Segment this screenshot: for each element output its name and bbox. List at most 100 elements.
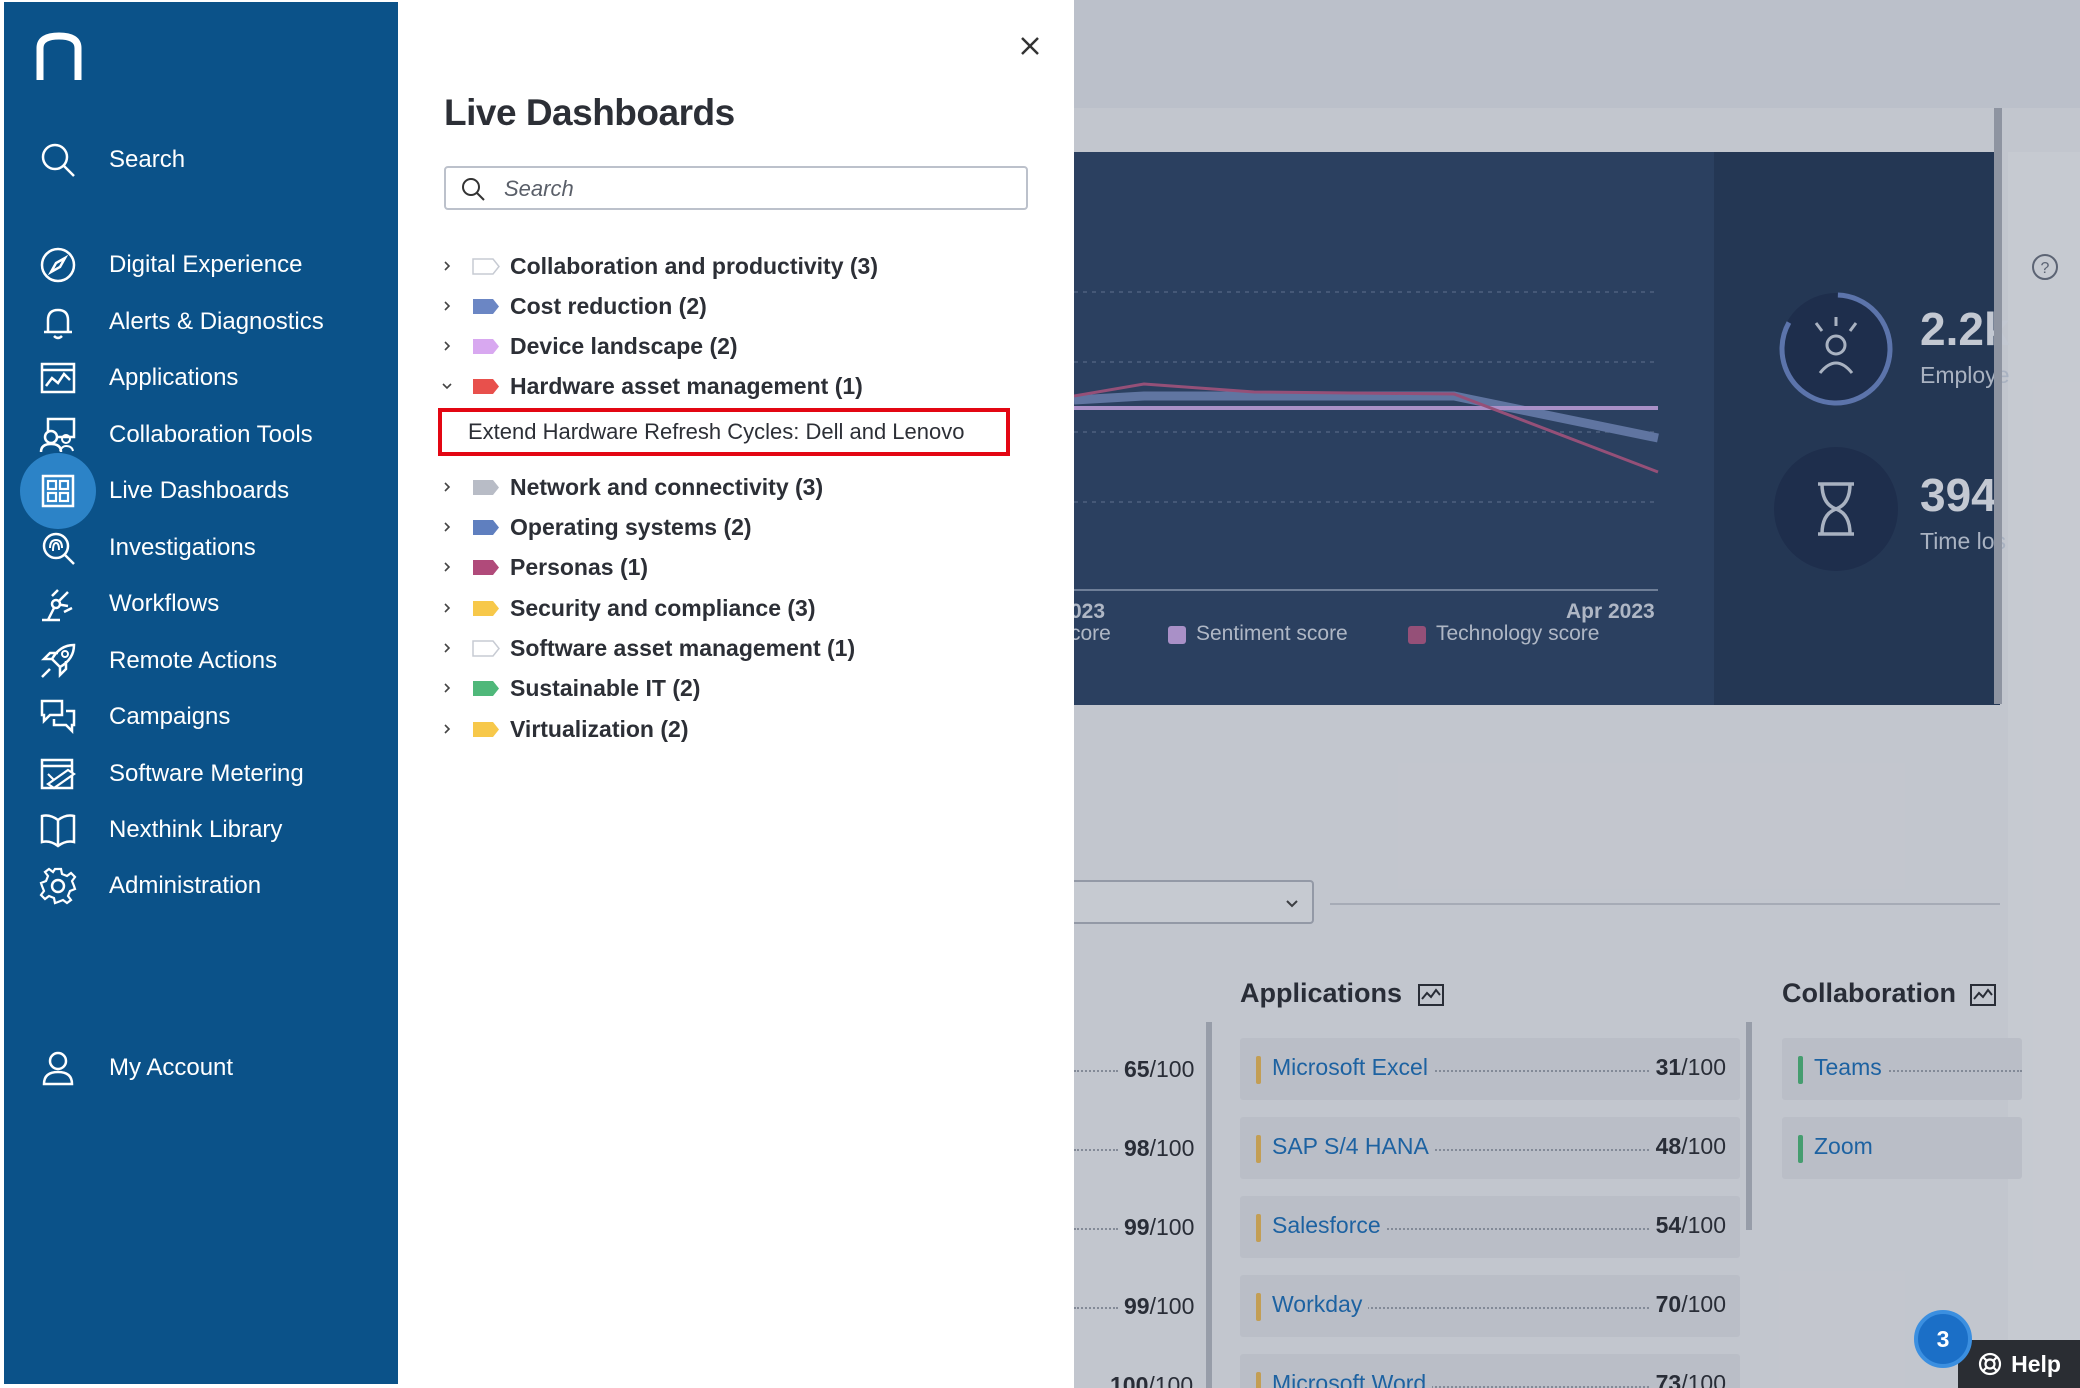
gear-icon xyxy=(35,863,81,909)
period-select[interactable] xyxy=(1074,880,1314,924)
sidebar-item-live-dashboards[interactable]: Live Dashboards xyxy=(4,453,398,529)
chevron-right-icon[interactable] xyxy=(436,597,458,619)
score-bar xyxy=(1256,1293,1261,1321)
category-operating-systems[interactable]: Operating systems (2) xyxy=(436,507,752,547)
sidebar-item-label: Campaigns xyxy=(109,703,231,730)
category-sustainable-it[interactable]: Sustainable IT (2) xyxy=(436,668,700,708)
category-collaboration-productivity[interactable]: Collaboration and productivity (3) xyxy=(436,246,878,286)
chevron-right-icon[interactable] xyxy=(436,556,458,578)
background-side-card xyxy=(2008,152,2080,1388)
search-input[interactable] xyxy=(504,172,1014,206)
sidebar-item-label: Applications xyxy=(109,364,239,391)
category-cost-reduction[interactable]: Cost reduction (2) xyxy=(436,286,707,326)
category-software-asset-management[interactable]: Software asset management (1) xyxy=(436,628,855,668)
sidebar-item-applications[interactable]: Applications xyxy=(4,344,398,412)
series-line-overall xyxy=(1074,391,1659,443)
chevron-right-icon[interactable] xyxy=(436,335,458,357)
sidebar-item-remote-actions[interactable]: Remote Actions xyxy=(4,627,398,695)
sidebar-item-workflows[interactable]: Workflows xyxy=(4,570,398,638)
nexthink-logo-icon[interactable] xyxy=(36,32,82,82)
score-bar xyxy=(1256,1372,1261,1388)
collaboration-app-name[interactable]: Teams xyxy=(1814,1054,1888,1081)
score-value: 48/100 xyxy=(1649,1133,1726,1160)
application-row[interactable]: SAP S/4 HANA 48/100 xyxy=(1240,1117,1740,1179)
chevron-right-icon[interactable] xyxy=(436,516,458,538)
application-name[interactable]: Salesforce xyxy=(1272,1212,1387,1239)
tag-icon xyxy=(472,257,500,275)
category-security-compliance[interactable]: Security and compliance (3) xyxy=(436,588,815,628)
application-row[interactable]: Salesforce 54/100 xyxy=(1240,1196,1740,1258)
background-top-bar xyxy=(1074,0,2080,108)
dot-leader xyxy=(1822,1070,2022,1072)
category-virtualization[interactable]: Virtualization (2) xyxy=(436,709,689,749)
divider xyxy=(1330,903,2000,905)
score-value: 99/100 xyxy=(1124,1293,1195,1319)
background-page: ? 023 Apr 2023 core Sentiment score Tech… xyxy=(1074,0,2080,1388)
sidebar-item-my-account[interactable]: My Account xyxy=(4,1034,398,1102)
tag-icon xyxy=(473,378,499,394)
magnifier-fingerprint-icon xyxy=(35,525,81,571)
sidebar-item-investigations[interactable]: Investigations xyxy=(4,514,398,582)
score-trend-chart xyxy=(1074,291,1659,591)
svg-text:?: ? xyxy=(2041,260,2050,277)
series-line-technology xyxy=(1074,382,1659,474)
sidebar-item-search[interactable]: Search xyxy=(4,126,398,194)
main-sidebar: Search Digital Experience Alerts & Diagn… xyxy=(4,2,398,1384)
sidebar-item-collaboration-tools[interactable]: Collaboration Tools xyxy=(4,401,398,469)
chevron-right-icon[interactable] xyxy=(436,255,458,277)
help-button[interactable]: Help xyxy=(1958,1340,2080,1388)
chevron-right-icon[interactable] xyxy=(436,295,458,317)
application-row[interactable]: Microsoft Word 73/100 xyxy=(1240,1354,1740,1388)
score-value: 54/100 xyxy=(1649,1212,1726,1239)
sidebar-item-label: Administration xyxy=(109,872,262,899)
collaboration-app-name[interactable]: Zoom xyxy=(1814,1133,1879,1160)
close-icon[interactable] xyxy=(1014,30,1046,62)
background-scrollbar[interactable] xyxy=(1994,108,2002,704)
column-scrollbar[interactable] xyxy=(1746,1022,1752,1230)
question-icon[interactable]: ? xyxy=(2030,252,2060,282)
notification-count-badge[interactable]: 3 xyxy=(1914,1310,1972,1368)
category-network-connectivity[interactable]: Network and connectivity (3) xyxy=(436,467,823,507)
sidebar-item-digital-experience[interactable]: Digital Experience xyxy=(4,231,398,299)
sidebar-item-nexthink-library[interactable]: Nexthink Library xyxy=(4,796,398,864)
legend-swatch-sentiment xyxy=(1168,626,1186,644)
search-icon xyxy=(35,137,81,183)
score-value: 73/100 xyxy=(1649,1370,1726,1388)
application-name[interactable]: Workday xyxy=(1272,1291,1369,1318)
dashboard-link-extend-hardware-refresh[interactable]: Extend Hardware Refresh Cycles: Dell and… xyxy=(438,408,1010,456)
collaboration-row[interactable]: Zoom xyxy=(1782,1117,2022,1179)
category-hardware-asset-management[interactable]: Hardware asset management (1) xyxy=(436,366,863,406)
sidebar-item-alerts-diagnostics[interactable]: Alerts & Diagnostics xyxy=(4,288,398,356)
sidebar-item-campaigns[interactable]: Campaigns xyxy=(4,683,398,751)
application-row[interactable]: Workday 70/100 xyxy=(1240,1275,1740,1337)
collaboration-row[interactable]: Teams xyxy=(1782,1038,2022,1100)
category-label: Software asset management (1) xyxy=(510,634,856,661)
sidebar-item-software-metering[interactable]: Software Metering xyxy=(4,740,398,808)
chevron-right-icon[interactable] xyxy=(436,718,458,740)
application-name[interactable]: Microsoft Excel xyxy=(1272,1054,1434,1081)
dashboard-grid-icon xyxy=(20,453,96,529)
category-label: Security and compliance (3) xyxy=(510,594,816,621)
sidebar-item-administration[interactable]: Administration xyxy=(4,852,398,920)
hourglass-icon xyxy=(1774,447,1898,571)
kpi-time-lost-label: Time los xyxy=(1920,528,2007,554)
chart-icon[interactable] xyxy=(1970,984,1996,1006)
chevron-right-icon[interactable] xyxy=(436,637,458,659)
score-bar xyxy=(1256,1214,1261,1242)
application-name[interactable]: Microsoft Word xyxy=(1272,1370,1433,1388)
legend-swatch-technology xyxy=(1408,626,1426,644)
chart-icon[interactable] xyxy=(1418,984,1444,1006)
chevron-right-icon[interactable] xyxy=(436,476,458,498)
application-name[interactable]: SAP S/4 HANA xyxy=(1272,1133,1435,1160)
category-personas[interactable]: Personas (1) xyxy=(436,547,648,587)
sidebar-item-label: Collaboration Tools xyxy=(109,421,313,448)
column-scrollbar[interactable] xyxy=(1206,1022,1212,1388)
category-device-landscape[interactable]: Device landscape (2) xyxy=(436,326,738,366)
chevron-down-icon[interactable] xyxy=(436,375,458,397)
application-row[interactable]: Microsoft Excel 31/100 xyxy=(1240,1038,1740,1100)
dashboard-search-field[interactable] xyxy=(444,166,1028,210)
chevron-right-icon[interactable] xyxy=(436,677,458,699)
category-label: Virtualization (2) xyxy=(510,715,689,742)
dot-leader xyxy=(1074,1228,1118,1230)
axis-label-start: 023 xyxy=(1074,600,1106,623)
